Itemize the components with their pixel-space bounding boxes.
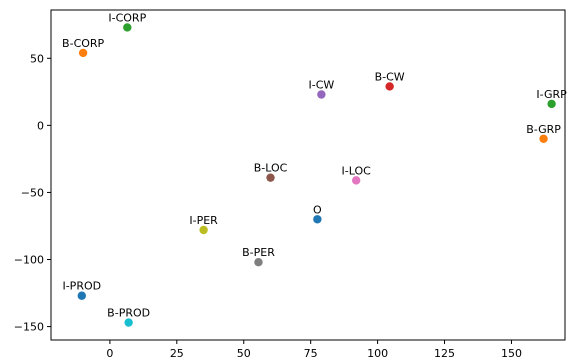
- point-label: I-LOC: [342, 164, 372, 177]
- data-point: [123, 23, 132, 32]
- data-points-layer: I-CORP B-CORP I-CW B-CW I-GRP B-GRP B-LOC I-LOC…: [62, 11, 567, 327]
- y-tick-label: −100: [14, 254, 44, 267]
- point-label: B-CW: [375, 70, 405, 83]
- point-label: I-PROD: [62, 280, 101, 293]
- data-point: [313, 215, 322, 224]
- point-label: I-PER: [189, 214, 218, 227]
- plot-frame: [50, 9, 566, 341]
- data-point: [199, 225, 208, 235]
- point-label: B-GRP: [526, 123, 561, 136]
- point-label: I-GRP: [536, 88, 567, 101]
- point-label: I-CORP: [108, 11, 146, 24]
- data-point: [317, 90, 326, 99]
- data-point: [254, 257, 263, 267]
- x-tick-label: 75: [304, 347, 318, 358]
- data-point: [385, 82, 394, 91]
- point-label: B-PER: [242, 246, 275, 259]
- y-tick-label: 50: [30, 52, 44, 65]
- y-tick-label: 0: [37, 119, 44, 132]
- data-point: [351, 176, 361, 185]
- point-label: I-CW: [308, 79, 334, 92]
- data-point: [539, 134, 548, 143]
- point-label: B-PROD: [107, 307, 150, 320]
- point-label: O: [313, 203, 322, 216]
- x-tick-label: 25: [170, 347, 184, 358]
- x-tick-label: 0: [106, 347, 113, 358]
- y-tick-label: −50: [21, 186, 44, 199]
- y-tick-label: −150: [14, 321, 44, 334]
- x-tick-label: 100: [367, 347, 388, 358]
- plot-area: [51, 10, 565, 340]
- data-point: [77, 291, 86, 300]
- x-tick-label: 150: [501, 347, 522, 358]
- axes-layer: 0 25 50 75 100 125 150 50 0 −50 −100 −150: [14, 52, 522, 358]
- x-tick-label: 50: [237, 347, 251, 358]
- point-label: B-LOC: [254, 162, 288, 175]
- data-point: [124, 318, 133, 327]
- point-label: B-CORP: [62, 37, 104, 50]
- data-point: [547, 99, 556, 109]
- data-point: [266, 173, 275, 182]
- x-tick-label: 125: [434, 347, 455, 358]
- data-point: [78, 48, 88, 58]
